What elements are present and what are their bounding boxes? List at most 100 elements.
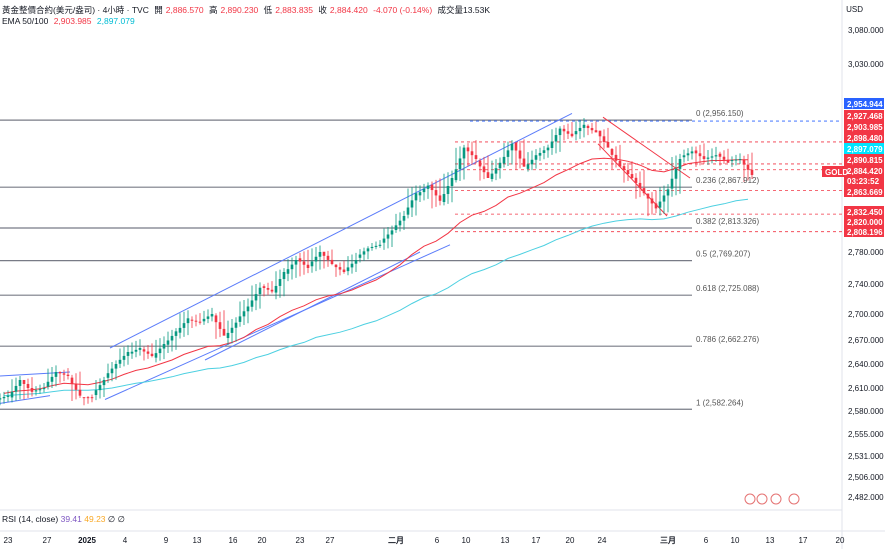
candle-body[interactable]	[350, 263, 354, 268]
candle-body[interactable]	[94, 390, 98, 396]
ema100-line[interactable]	[3, 198, 749, 397]
candle-body[interactable]	[282, 272, 286, 280]
candle-body[interactable]	[726, 159, 730, 163]
candle-body[interactable]	[634, 177, 638, 183]
candle-body[interactable]	[6, 395, 10, 397]
candle-body[interactable]	[450, 178, 454, 187]
candle-body[interactable]	[650, 198, 654, 204]
candle-body[interactable]	[362, 251, 366, 255]
candle-body[interactable]	[290, 264, 294, 270]
candle-body[interactable]	[202, 318, 206, 322]
candle-body[interactable]	[582, 124, 586, 128]
candle-body[interactable]	[734, 159, 738, 161]
candle-body[interactable]	[302, 261, 306, 265]
candle-body[interactable]	[686, 153, 690, 156]
candle-body[interactable]	[174, 331, 178, 336]
candle-body[interactable]	[502, 156, 506, 164]
candle-body[interactable]	[538, 152, 542, 156]
candle-body[interactable]	[418, 192, 422, 196]
candle-body[interactable]	[518, 150, 522, 159]
candle-body[interactable]	[574, 131, 578, 135]
candle-body[interactable]	[534, 155, 538, 160]
candle-body[interactable]	[218, 322, 222, 329]
candle-body[interactable]	[550, 141, 554, 148]
candle-body[interactable]	[354, 260, 358, 264]
candle-body[interactable]	[706, 157, 710, 159]
candle-body[interactable]	[2, 396, 6, 399]
candle-body[interactable]	[442, 194, 446, 203]
candle-body[interactable]	[542, 150, 546, 153]
candle-body[interactable]	[474, 155, 478, 159]
candle-body[interactable]	[678, 159, 682, 169]
trend-channel-line[interactable]	[204, 251, 421, 361]
candle-body[interactable]	[134, 349, 138, 352]
candle-body[interactable]	[406, 207, 410, 215]
candle-body[interactable]	[238, 316, 242, 322]
candle-body[interactable]	[490, 173, 494, 180]
candle-body[interactable]	[718, 153, 722, 157]
candle-body[interactable]	[478, 160, 482, 167]
candle-body[interactable]	[682, 155, 686, 158]
candle-body[interactable]	[194, 320, 198, 322]
candle-body[interactable]	[106, 373, 110, 378]
trend-channel-line[interactable]	[109, 112, 573, 349]
candle-body[interactable]	[78, 389, 82, 396]
candle-body[interactable]	[234, 322, 238, 328]
price-tag[interactable]	[844, 98, 884, 109]
symbol-title[interactable]: 黃金整價合約(美元/盎司) · 4小時 · TVC	[2, 5, 149, 15]
candle-body[interactable]	[246, 306, 250, 312]
candle-body[interactable]	[370, 246, 374, 249]
candle-body[interactable]	[422, 188, 426, 193]
candle-body[interactable]	[262, 286, 266, 288]
candle-body[interactable]	[114, 364, 118, 369]
rsi-legend[interactable]: RSI (14, close) 39.41 49.23 ∅ ∅	[2, 514, 125, 525]
candle-body[interactable]	[594, 130, 598, 133]
candle-body[interactable]	[322, 251, 326, 256]
price-tag[interactable]	[844, 206, 884, 217]
candle-body[interactable]	[34, 390, 38, 392]
candle-body[interactable]	[562, 128, 566, 132]
candle-body[interactable]	[494, 168, 498, 174]
candle-body[interactable]	[150, 353, 154, 356]
candle-body[interactable]	[126, 352, 130, 356]
candle-body[interactable]	[430, 184, 434, 191]
price-tag[interactable]	[844, 226, 884, 237]
candle-body[interactable]	[230, 327, 234, 333]
candle-body[interactable]	[630, 174, 634, 178]
candle-body[interactable]	[482, 166, 486, 173]
candle-body[interactable]	[82, 397, 86, 399]
candle-body[interactable]	[170, 335, 174, 341]
candle-body[interactable]	[690, 151, 694, 154]
candle-body[interactable]	[38, 389, 42, 391]
candle-body[interactable]	[22, 379, 26, 384]
candle-body[interactable]	[166, 340, 170, 345]
candle-body[interactable]	[738, 159, 742, 160]
economic-event-icon[interactable]	[744, 493, 756, 505]
candle-body[interactable]	[598, 130, 602, 137]
candle-body[interactable]	[506, 150, 510, 157]
economic-event-icon[interactable]	[788, 493, 800, 505]
price-tag[interactable]	[844, 121, 884, 132]
candle-body[interactable]	[138, 348, 142, 350]
candle-body[interactable]	[226, 332, 230, 339]
candle-body[interactable]	[346, 267, 350, 272]
candle-body[interactable]	[54, 372, 58, 377]
candle-body[interactable]	[162, 344, 166, 349]
candle-body[interactable]	[514, 142, 518, 151]
candle-body[interactable]	[458, 158, 462, 170]
price-tag[interactable]	[844, 175, 884, 186]
candle-body[interactable]	[146, 351, 150, 354]
candle-body[interactable]	[750, 169, 754, 175]
candle-body[interactable]	[434, 190, 438, 196]
candle-body[interactable]	[742, 159, 746, 165]
candle-body[interactable]	[278, 279, 282, 286]
candle-body[interactable]	[466, 147, 470, 152]
candle-body[interactable]	[590, 128, 594, 131]
candle-body[interactable]	[18, 380, 22, 386]
price-tag[interactable]	[844, 132, 884, 143]
candle-body[interactable]	[102, 380, 106, 386]
candle-body[interactable]	[498, 162, 502, 169]
candle-body[interactable]	[566, 131, 570, 134]
candle-body[interactable]	[654, 203, 658, 209]
